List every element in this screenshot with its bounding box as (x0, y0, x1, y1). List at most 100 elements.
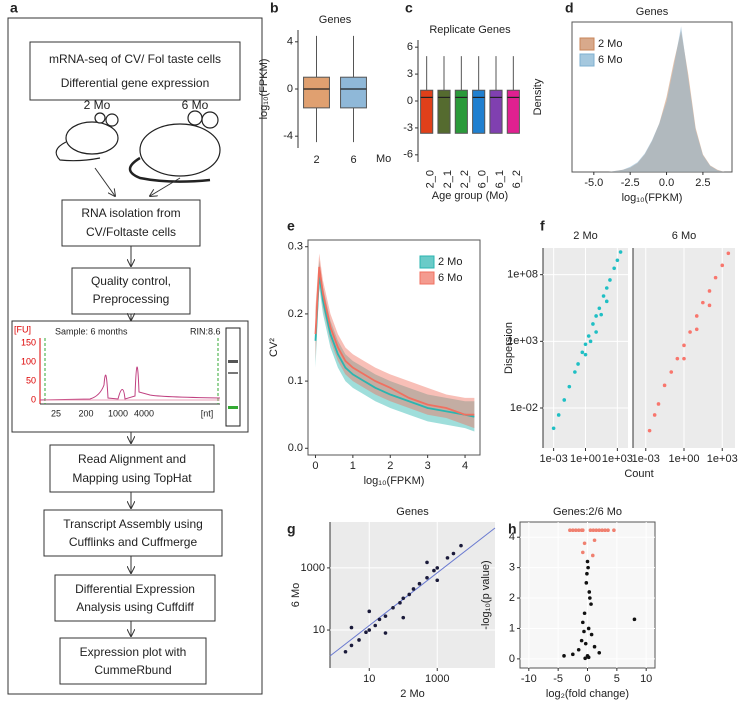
point (586, 655, 591, 660)
inset-xtick: 25 (51, 408, 61, 418)
point (597, 528, 602, 533)
point (589, 632, 594, 637)
point (707, 303, 712, 308)
x-tick-label: 1e+03 (602, 453, 633, 465)
point (594, 528, 599, 533)
point (682, 343, 686, 348)
point (585, 571, 589, 576)
point (349, 643, 354, 648)
point (694, 327, 699, 332)
y-axis-label: CV² (268, 338, 280, 357)
point (701, 300, 705, 305)
point (576, 362, 580, 366)
y-tick-label: 0.1 (288, 375, 303, 387)
point (573, 370, 577, 374)
x-tick-label: 1e+00 (570, 453, 601, 465)
point (600, 528, 604, 533)
chart-title: Genes:2/6 Mo (553, 506, 622, 518)
x-tick-label: 10 (640, 673, 652, 685)
point (435, 578, 440, 583)
step-text: RNA isolation from (81, 206, 180, 220)
x-tick-label: 0 (584, 673, 590, 685)
point (583, 342, 588, 347)
point (583, 352, 588, 357)
x-tick-label: 10 (363, 673, 375, 685)
inset-sample: Sample: 6 months (55, 326, 128, 336)
point (597, 306, 602, 311)
step-text: Mapping using TopHat (72, 471, 192, 485)
point (417, 581, 422, 586)
x-tick-label: 2_0 (425, 170, 437, 188)
y-tick-label: 0 (407, 95, 413, 107)
point (343, 649, 348, 654)
point (707, 289, 712, 293)
panel-letter: f (540, 218, 545, 234)
x-axis-label: Mo (376, 153, 391, 165)
panel-letter: c (405, 0, 413, 16)
y-tick-label: 0 (509, 653, 515, 665)
inset-trace (39, 338, 221, 405)
point (647, 428, 652, 433)
x-axis-label: log₁₀(FPKM) (622, 192, 683, 204)
y-tick-label: 1e+08 (507, 269, 538, 281)
point (398, 601, 402, 605)
step-text: Expression plot with (80, 645, 187, 659)
step-text: Quality control, (91, 274, 171, 288)
chart-title: Replicate Genes (429, 24, 511, 36)
x-tick-label: 5 (614, 673, 620, 685)
point (599, 312, 603, 317)
step-text: Analysis using Cuffdiff (76, 600, 194, 614)
x-tick-label: 0.0 (659, 177, 674, 189)
x-tick-label: 6_2 (511, 170, 523, 188)
point (662, 383, 667, 388)
point (568, 528, 572, 533)
x-tick-label: 1e-03 (540, 453, 568, 465)
legend-label: 2 Mo (598, 38, 622, 50)
y-tick-label: -4 (283, 130, 293, 142)
box (454, 89, 468, 134)
x-tick-label: 4 (462, 460, 468, 472)
legend-label: 6 Mo (438, 272, 462, 284)
x-tick-label: 2 (313, 154, 319, 166)
ribbon (315, 260, 475, 432)
point (373, 623, 378, 628)
point (383, 631, 388, 635)
gel-lane (225, 327, 241, 427)
legend-label: 6 Mo (598, 54, 622, 66)
group-label: 2 Mo (84, 98, 111, 112)
gel-band (228, 360, 238, 363)
point (587, 590, 592, 594)
legend-label: 2 Mo (438, 256, 462, 268)
point (581, 550, 585, 555)
point (586, 626, 591, 631)
x-tick-label: 1 (350, 460, 356, 472)
point (592, 644, 597, 649)
box (420, 89, 434, 134)
point (682, 356, 686, 361)
box (489, 89, 503, 134)
point (590, 553, 595, 558)
x-tick-label: 1e+03 (707, 453, 738, 465)
point (588, 339, 593, 344)
point (407, 592, 412, 597)
point (582, 629, 586, 634)
y-tick-label: 6 (407, 41, 413, 53)
x-tick-label: 2_2 (459, 170, 471, 188)
point (726, 251, 731, 256)
point (364, 630, 368, 635)
point (656, 402, 661, 406)
point (594, 330, 598, 334)
point (571, 528, 575, 533)
point (432, 568, 436, 573)
x-tick-label: -2.5 (621, 177, 640, 189)
point (573, 528, 578, 533)
density-area (579, 26, 725, 173)
reference-line (329, 527, 496, 657)
x-axis-label: Age group (Mo) (432, 190, 508, 202)
step-box (71, 267, 191, 315)
inset-xtick: 200 (78, 408, 93, 418)
step-box (54, 574, 216, 622)
point (586, 565, 590, 570)
y-axis-label: Density (532, 78, 544, 115)
point (601, 294, 606, 298)
